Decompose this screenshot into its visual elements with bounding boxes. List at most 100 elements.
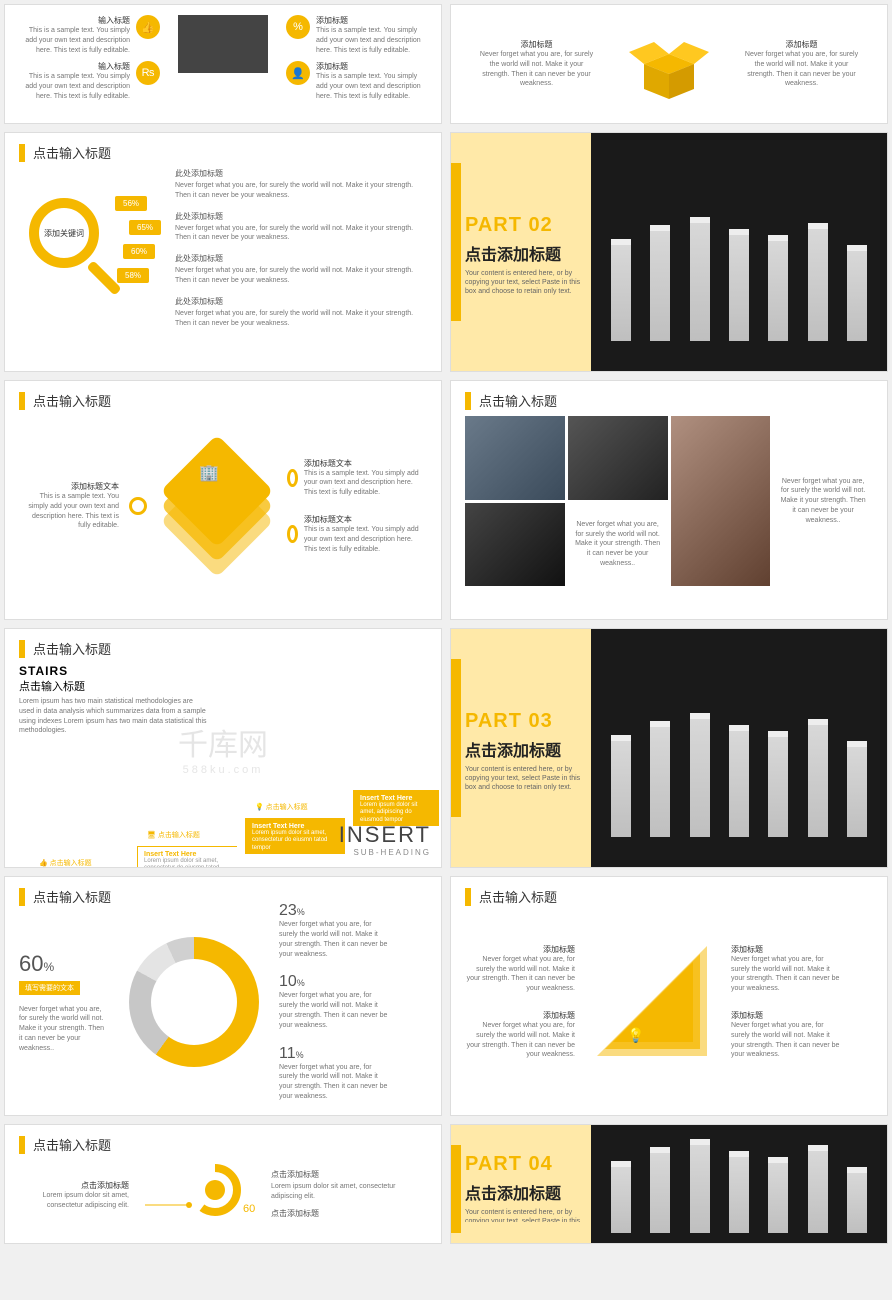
magnifier-lens: 添加关键词 <box>29 198 99 268</box>
gear-pct-icon: 60% <box>145 1160 255 1230</box>
row-desc: Never forget what you are, for surely th… <box>175 309 427 329</box>
s1-item-title: 输入标题 <box>19 15 130 26</box>
pct-flag: 56% <box>115 196 147 211</box>
part-title: 点击添加标题 <box>465 241 581 265</box>
pct-flag: 60% <box>123 244 155 259</box>
row-title: 此处添加标题 <box>175 211 427 222</box>
s1-item-desc: This is a sample text. You simply add yo… <box>316 72 427 101</box>
s1-item-title: 添加标题 <box>316 61 427 72</box>
slide-title: 点击输入标题 <box>33 391 111 410</box>
item-title: 添加标题文本 <box>304 458 427 469</box>
caption-cell: Never forget what you are, for surely th… <box>773 416 873 586</box>
part-label: PART 03 <box>465 710 581 733</box>
tri-label: 添加标题 <box>465 1010 575 1021</box>
pct-flag: 65% <box>129 220 161 235</box>
connector-dot <box>129 497 147 515</box>
svg-text:60%: 60% <box>243 1203 255 1215</box>
slide-image-grid: 点击输入标题 Never forget what you are, for su… <box>450 380 888 620</box>
donut-chart <box>129 937 259 1067</box>
s2-right-title: 添加标题 <box>730 39 873 50</box>
row-title: 此处添加标题 <box>175 296 427 307</box>
slide-icons-top: 输入标题This is a sample text. You simply ad… <box>4 4 442 124</box>
pct-desc: Never forget what you are, for surely th… <box>279 920 389 959</box>
step-label: Insert Text Here <box>360 795 433 802</box>
slide-title: 点击输入标题 <box>33 639 111 658</box>
gear-row-desc: Lorem ipsum dolor sit amet, consectetur … <box>271 1182 427 1202</box>
part-title: 点击添加标题 <box>465 737 581 761</box>
part-title: 点击添加标题 <box>465 1180 581 1204</box>
insert-heading: INSERTSUB-HEADING <box>339 822 431 857</box>
part-desc: Your content is entered here, or by copy… <box>465 269 581 296</box>
step-desc: Lorem ipsum dolor sit amet, consectetur … <box>144 858 231 868</box>
tri-desc: Never forget what you are, for surely th… <box>465 1021 575 1060</box>
cn-pin: 🖥 点击输入标题 <box>147 830 200 840</box>
tri-desc: Never forget what you are, for surely th… <box>465 955 575 994</box>
tri-desc: Never forget what you are, for surely th… <box>731 1021 841 1060</box>
s2-left-desc: Never forget what you are, for surely th… <box>477 50 597 89</box>
slide-title: 点击输入标题 <box>479 391 557 410</box>
bar-chart <box>591 1125 887 1243</box>
photo-cell <box>465 416 565 500</box>
step-label: Insert Text Here <box>144 851 231 858</box>
s1-item-desc: This is a sample text. You simply add yo… <box>316 26 427 55</box>
caption: Never forget what you are, for surely th… <box>779 477 867 526</box>
photo-cell <box>671 416 771 586</box>
part-label: PART 02 <box>465 214 581 237</box>
s1-item-desc: This is a sample text. You simply add yo… <box>19 72 130 101</box>
photo-cell <box>465 503 565 587</box>
pct-value: 11% <box>279 1045 389 1063</box>
rupee-icon: ₨ <box>136 61 160 85</box>
s1-item-title: 添加标题 <box>316 15 427 26</box>
building-icon: 🏢 <box>199 463 219 483</box>
item-desc: This is a sample text. You simply add yo… <box>304 525 427 554</box>
left-desc: This is a sample text. You simply add yo… <box>19 492 119 531</box>
row-desc: Never forget what you are, for surely th… <box>175 181 427 201</box>
row-desc: Never forget what you are, for surely th… <box>175 224 427 244</box>
row-title: 此处添加标题 <box>175 168 427 179</box>
item-desc: This is a sample text. You simply add yo… <box>304 469 427 498</box>
percent-icon: % <box>286 15 310 39</box>
slide-part04: PART 04 点击添加标题 Your content is entered h… <box>450 1124 888 1244</box>
caption-cell: Never forget what you are, for surely th… <box>568 503 668 587</box>
tri-label: 添加标题 <box>465 944 575 955</box>
stairs-subtitle: 点击输入标题 <box>19 678 427 694</box>
row-desc: Never forget what you are, for surely th… <box>175 266 427 286</box>
slide-box-icon: 添加标题 Never forget what you are, for sure… <box>450 4 888 124</box>
s1-item-desc: This is a sample text. You simply add yo… <box>19 26 130 55</box>
bar-chart <box>591 133 887 371</box>
slide-gears: 点击输入标题 点击添加标题 Lorem ipsum dolor sit amet… <box>4 1124 442 1244</box>
pct-value: 23% <box>279 902 389 920</box>
slide-donut: 点击输入标题 60% 填写需要的文本 Never forget what you… <box>4 876 442 1116</box>
step-desc: Lorem ipsum dolor sit amet, adipiscing d… <box>360 802 433 824</box>
big-pct: 60% <box>19 951 109 977</box>
left-title: 添加标题文本 <box>19 481 119 492</box>
caption: Never forget what you are, for surely th… <box>574 520 662 569</box>
photo-placeholder <box>178 15 268 73</box>
donut-desc: Never forget what you are, for surely th… <box>19 1005 109 1054</box>
connector-dot <box>287 469 298 487</box>
gear-left-desc: Lorem ipsum dolor sit amet, consectetur … <box>19 1191 129 1211</box>
pct-desc: Never forget what you are, for surely th… <box>279 991 389 1030</box>
gear-row-title: 点击添加标题 <box>271 1208 427 1219</box>
tri-label: 添加标题 <box>731 1010 841 1021</box>
stacked-layers-icon: 🏢 <box>157 441 277 571</box>
bar-chart <box>591 629 887 867</box>
part-label: PART 04 <box>465 1153 581 1176</box>
part-desc: Your content is entered here, or by copy… <box>465 1208 581 1222</box>
slide-magnifier: 点击输入标题 添加关键词 56% 65% 60% 58% 此处添加标题Never… <box>4 132 442 372</box>
item-title: 添加标题文本 <box>304 514 427 525</box>
s2-left-title: 添加标题 <box>465 39 608 50</box>
part-desc: Your content is entered here, or by copy… <box>465 765 581 792</box>
s2-right-desc: Never forget what you are, for surely th… <box>742 50 862 89</box>
s1-item-title: 输入标题 <box>19 61 130 72</box>
step-label: Insert Text Here <box>252 823 339 830</box>
gear-row-title: 点击添加标题 <box>271 1169 427 1180</box>
slide-layers: 点击输入标题 添加标题文本 This is a sample text. You… <box>4 380 442 620</box>
stairs-label: STAIRS <box>19 664 427 678</box>
thumb-icon: 👍 <box>136 15 160 39</box>
slide-title: 点击输入标题 <box>33 887 111 906</box>
pct-value: 10% <box>279 973 389 991</box>
stairs-desc: Lorem ipsum has two main statistical met… <box>19 697 209 736</box>
cn-pin: 💡 点击输入标题 <box>255 802 308 812</box>
slide-title: 点击输入标题 <box>33 1135 111 1154</box>
